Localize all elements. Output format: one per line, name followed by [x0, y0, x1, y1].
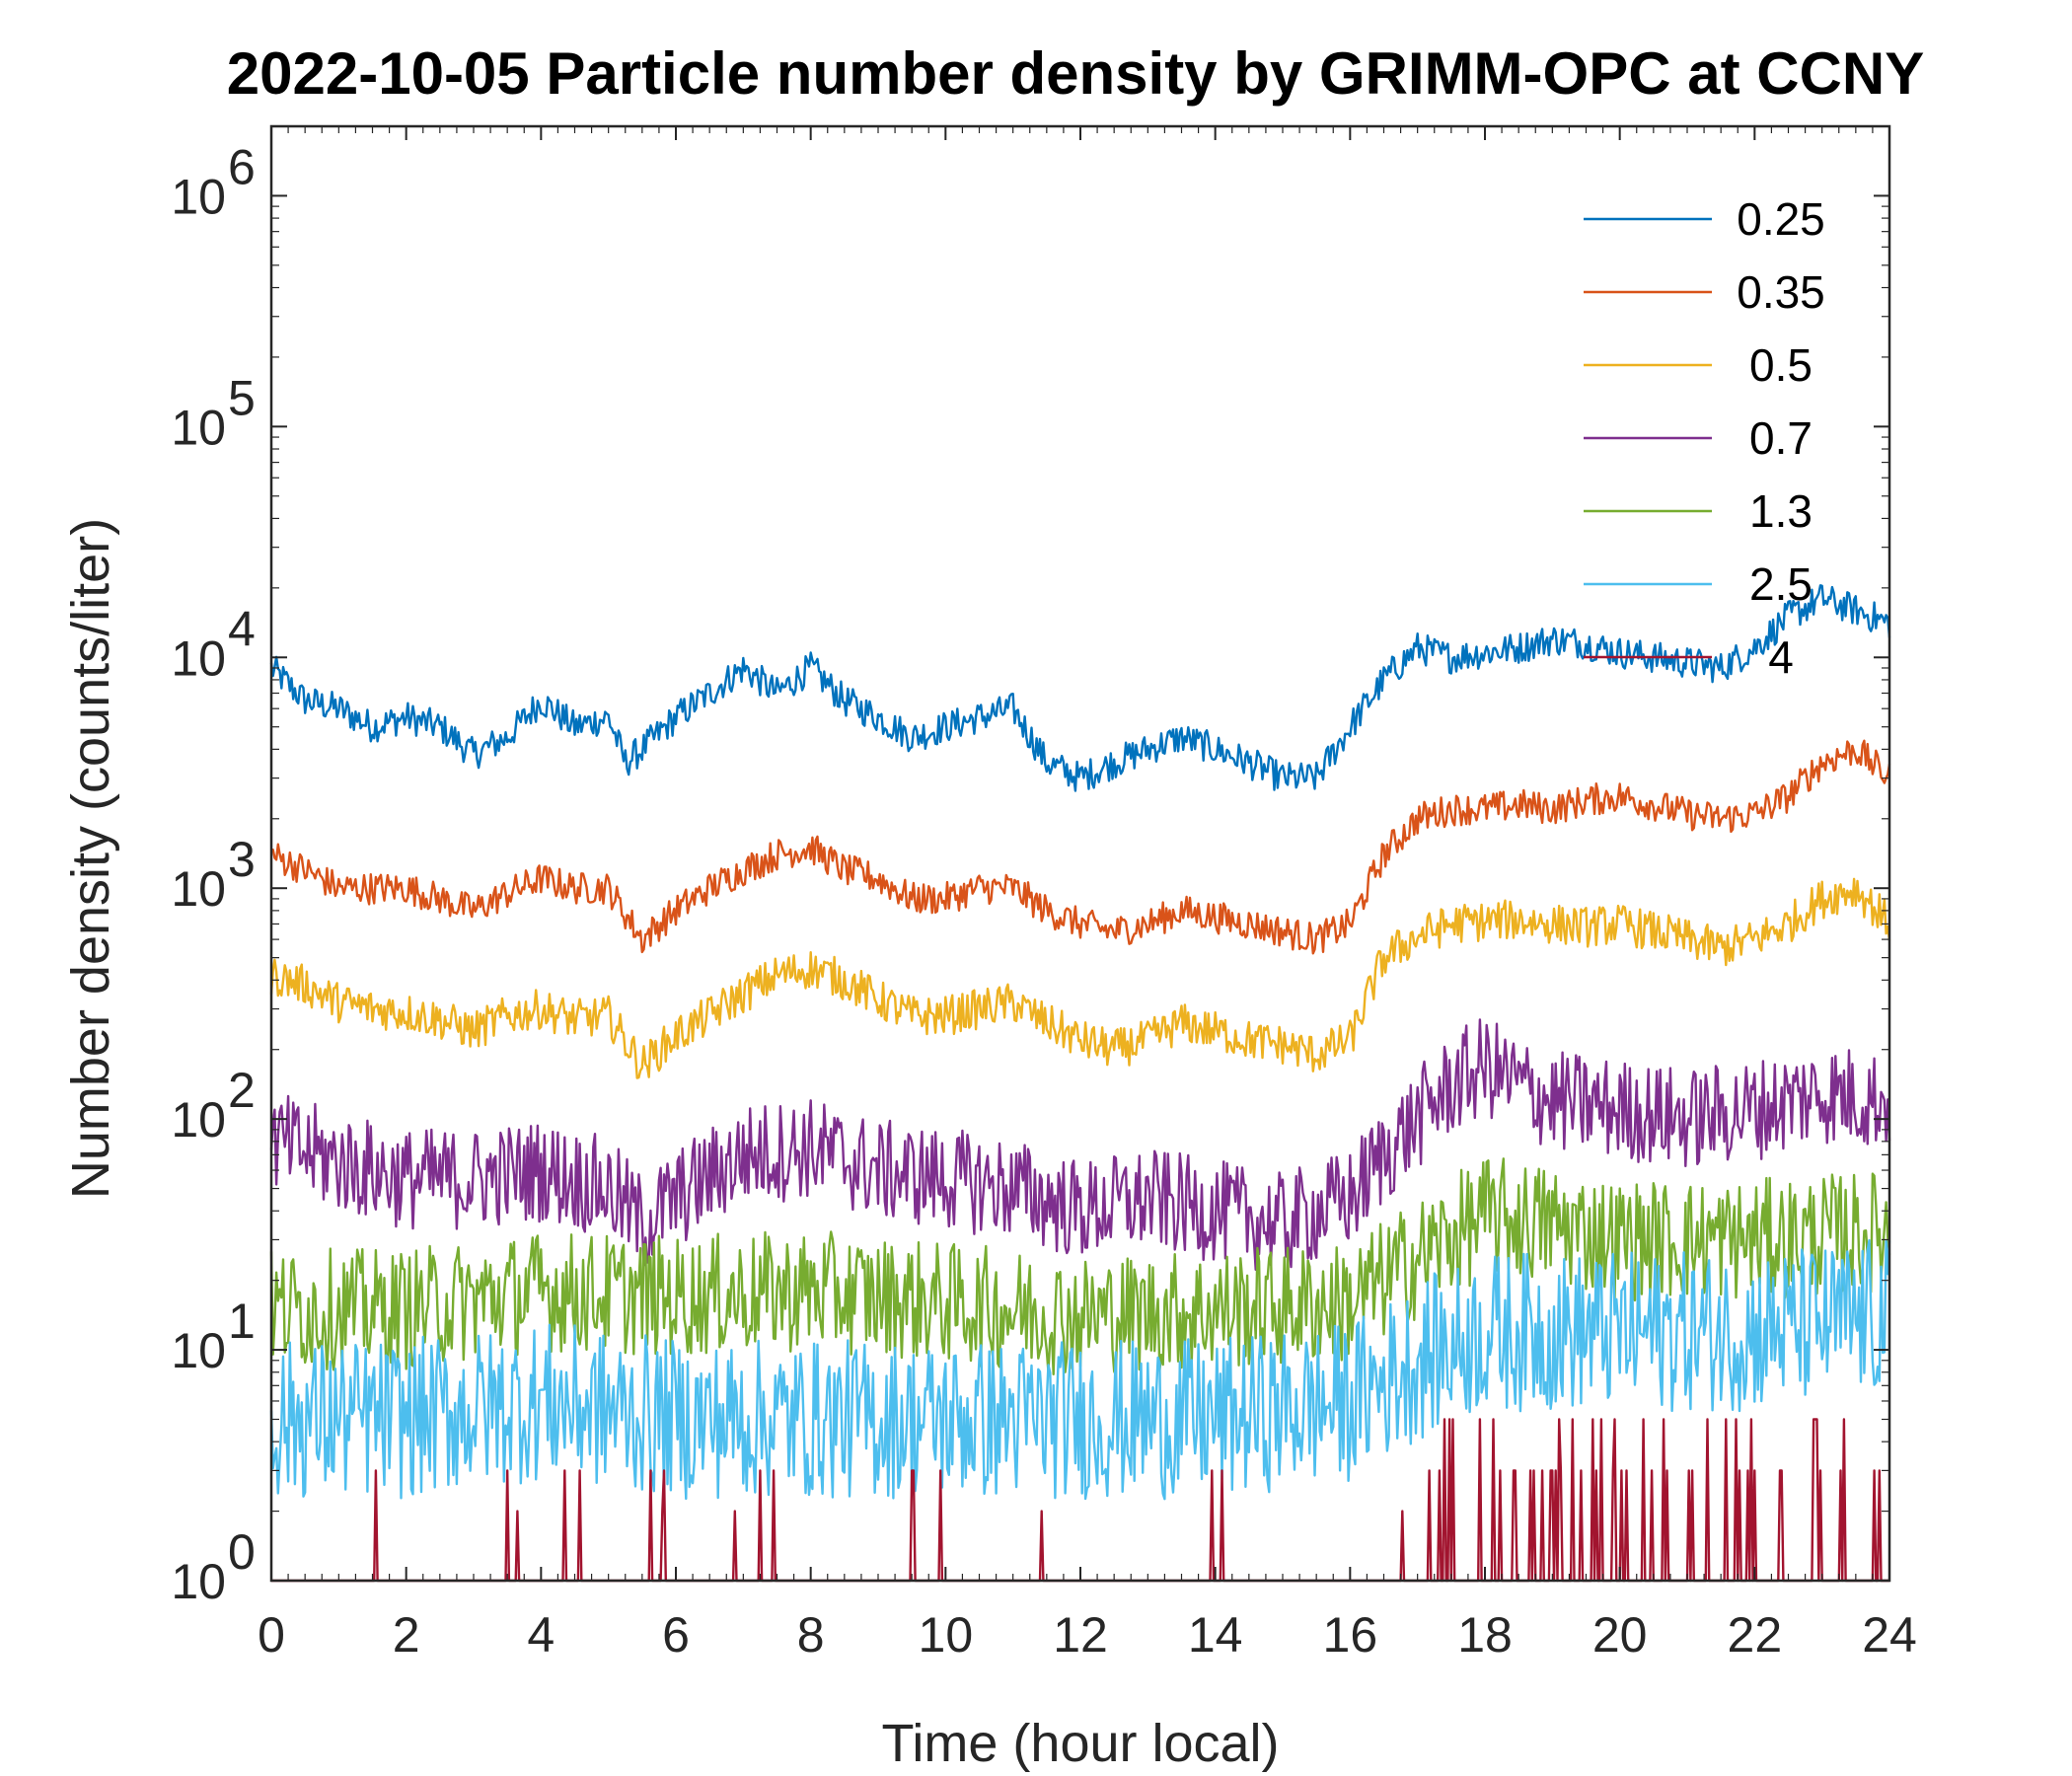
- y-tick-label: 103: [171, 832, 255, 917]
- series-line-0.7: [269, 1018, 1891, 1271]
- series-line-0.25: [269, 584, 1891, 792]
- y-tick-base: 10: [171, 1092, 226, 1147]
- y-tick-exponent: 6: [228, 139, 256, 194]
- x-tick-label: 8: [797, 1607, 825, 1663]
- y-tick-label: 101: [171, 1294, 255, 1378]
- x-tick-label: 10: [919, 1607, 974, 1663]
- series-line-0.35: [270, 739, 1891, 955]
- legend-label: 0.5: [1749, 339, 1813, 391]
- axes: 0 2 4 6 8 10 12 14 16 18 20 22 241001011021031041051…: [171, 124, 1917, 1663]
- y-tick-label: 100: [171, 1524, 255, 1609]
- chart-title: 2022-10-05 Particle number density by GR…: [227, 40, 1925, 107]
- legend-label: 1.3: [1749, 485, 1813, 537]
- legend-label: 0.35: [1737, 266, 1825, 318]
- x-tick-label: 16: [1323, 1607, 1378, 1663]
- x-tick-label: 4: [527, 1607, 555, 1663]
- legend-label: 4: [1768, 631, 1794, 683]
- x-tick-label: 24: [1862, 1607, 1917, 1663]
- y-axis-label: Number density (counts/liter): [61, 518, 120, 1199]
- series-line-0.5: [269, 877, 1891, 1079]
- y-tick-exponent: 4: [228, 601, 256, 656]
- legend-item: 0.7: [1584, 412, 1813, 464]
- y-tick-base: 10: [171, 861, 226, 917]
- y-tick-base: 10: [171, 1554, 226, 1609]
- x-tick-label: 6: [662, 1607, 690, 1663]
- x-tick-label: 22: [1728, 1607, 1783, 1663]
- y-tick-label: 102: [171, 1063, 255, 1147]
- legend-item: 0.5: [1584, 339, 1813, 391]
- y-tick-base: 10: [171, 400, 226, 455]
- y-tick-base: 10: [171, 1323, 226, 1378]
- y-tick-base: 10: [171, 169, 226, 224]
- y-tick-exponent: 3: [228, 832, 256, 887]
- y-tick-label: 106: [171, 139, 255, 224]
- y-tick-label: 105: [171, 370, 255, 455]
- legend: 0.25 0.35 0.5 0.7 1.3 2.5 4: [1584, 193, 1825, 683]
- legend-item: 4: [1584, 631, 1794, 683]
- x-tick-label: 0: [258, 1607, 285, 1663]
- x-tick-label: 20: [1592, 1607, 1648, 1663]
- x-tick-label: 12: [1053, 1607, 1108, 1663]
- legend-label: 2.5: [1749, 558, 1813, 610]
- legend-item: 2.5: [1584, 558, 1813, 610]
- y-tick-exponent: 2: [228, 1063, 256, 1118]
- y-tick-label: 104: [171, 601, 255, 686]
- legend-item: 0.35: [1584, 266, 1825, 318]
- legend-item: 0.25: [1584, 193, 1825, 245]
- y-tick-base: 10: [171, 630, 226, 686]
- y-tick-exponent: 0: [228, 1524, 256, 1580]
- x-tick-label: 18: [1457, 1607, 1513, 1663]
- legend-label: 0.25: [1737, 193, 1825, 245]
- y-tick-exponent: 1: [228, 1294, 256, 1349]
- x-tick-label: 2: [393, 1607, 420, 1663]
- legend-label: 0.7: [1749, 412, 1813, 464]
- x-axis-label: Time (hour local): [881, 1714, 1279, 1773]
- x-tick-label: 14: [1188, 1607, 1243, 1663]
- y-tick-exponent: 5: [228, 370, 256, 425]
- series-line-2.5: [269, 1238, 1891, 1501]
- legend-item: 1.3: [1584, 485, 1813, 537]
